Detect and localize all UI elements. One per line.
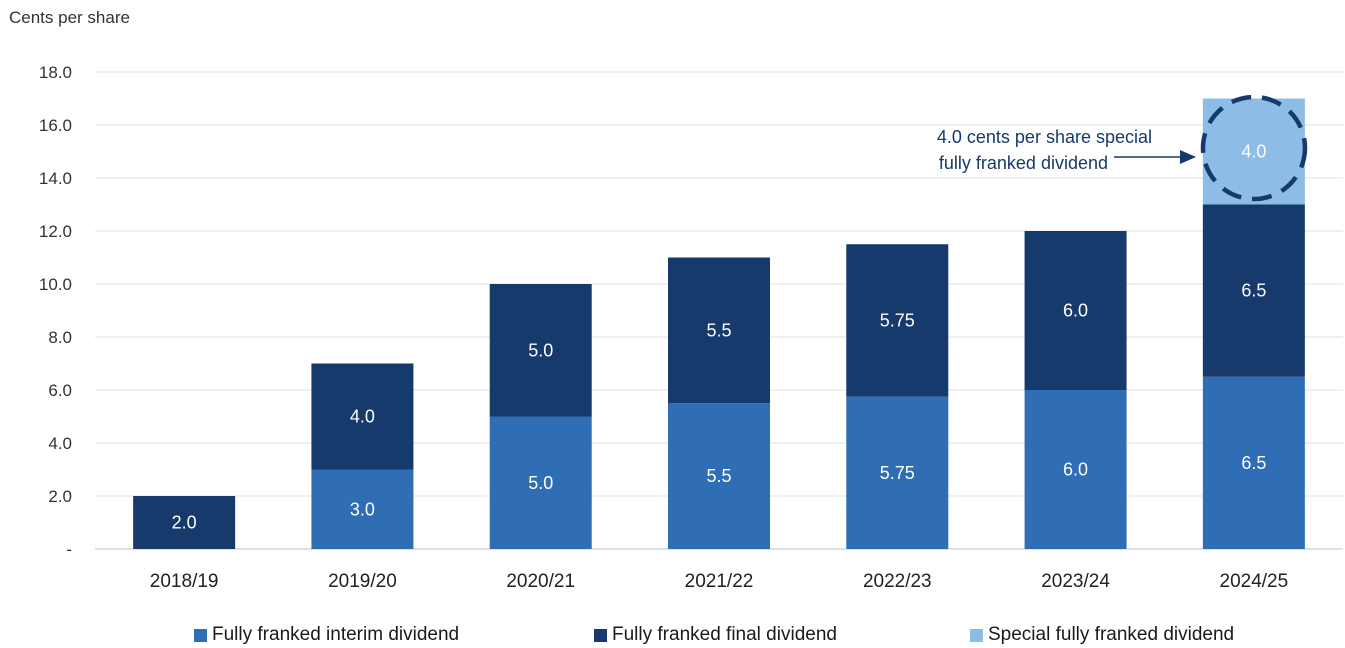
annotation-arrow-head (1180, 150, 1196, 164)
bar-segment (846, 396, 949, 549)
bar-segment (489, 416, 592, 549)
bar-segment (668, 257, 770, 404)
legend-item-special: Special fully franked dividend (970, 624, 1234, 646)
x-tick-label: 2023/24 (1041, 571, 1110, 592)
bar-value-label: 6.0 (1063, 301, 1088, 321)
bar-segment (311, 469, 414, 549)
bar-value-label: 6.5 (1241, 453, 1266, 473)
bar-value-label: 5.5 (706, 320, 731, 340)
bar-value-label: 4.0 (1241, 142, 1266, 162)
x-tick-label: 2019/20 (328, 571, 397, 592)
bar-segment (489, 284, 592, 417)
y-tick-label: 10.0 (39, 275, 72, 294)
y-axis-ticks: - 2.0 4.0 6.0 8.0 10.0 12.0 14.0 16.0 18.0 (39, 63, 72, 559)
legend-label-final: Fully franked final dividend (612, 624, 837, 645)
legend-label-interim: Fully franked interim dividend (212, 624, 460, 645)
bar-segment (668, 403, 770, 549)
y-axis-label: Cents per share (9, 8, 130, 27)
bar-segment (846, 244, 949, 397)
bar-value-label: 5.0 (528, 340, 553, 360)
bar-segment (1202, 376, 1305, 549)
bar-value-label: 5.75 (880, 310, 915, 330)
bar-value-label: 4.0 (350, 407, 375, 427)
bar-segment (1202, 204, 1305, 377)
legend: Fully franked interim dividend Fully fra… (0, 624, 1345, 648)
special-dividend-annotation: 4.0 cents per share special fully franke… (937, 94, 1308, 202)
bar-value-label: 6.5 (1241, 281, 1266, 301)
y-tick-label: 8.0 (48, 328, 72, 347)
y-tick-label: 18.0 (39, 63, 72, 82)
x-tick-label: 2022/23 (863, 571, 932, 592)
legend-swatch-interim (194, 628, 207, 642)
bar-segment (1024, 390, 1127, 549)
y-tick-label: 4.0 (48, 434, 72, 453)
annotation-line-2: fully franked dividend (939, 153, 1108, 173)
y-tick-label: 14.0 (39, 169, 72, 188)
annotation-highlight-circle (1200, 94, 1308, 202)
bar-labels: 2.0 3.0 4.0 5.0 5.0 5.5 5.5 5.75 5.75 6.0 6.0 6.5 6.… (172, 142, 1267, 533)
x-tick-label: 2024/25 (1220, 571, 1289, 592)
bar-value-label: 3.0 (350, 499, 375, 519)
legend-item-final: Fully franked final dividend (594, 624, 837, 646)
x-axis-ticks: 2018/19 2019/20 2020/21 2021/22 2022/23 2023/… (150, 571, 1288, 592)
bar-value-label: 5.5 (706, 466, 731, 486)
x-tick-label: 2018/19 (150, 571, 219, 592)
legend-item-interim: Fully franked interim dividend (194, 624, 459, 646)
legend-label-special: Special fully franked dividend (988, 624, 1235, 645)
legend-swatch-special (970, 628, 983, 642)
x-tick-label: 2021/22 (685, 571, 754, 592)
y-tick-label: 2.0 (48, 487, 72, 506)
bar-value-label: 2.0 (172, 513, 197, 533)
legend-swatch-final (594, 628, 607, 642)
bar-value-label: 5.0 (528, 473, 553, 493)
x-tick-label: 2020/21 (506, 571, 575, 592)
y-tick-label: 16.0 (39, 116, 72, 135)
bar-segment (1024, 231, 1127, 390)
y-tick-label: 6.0 (48, 381, 72, 400)
y-tick-label: 12.0 (39, 222, 72, 241)
bar-segment (133, 496, 236, 549)
y-tick-label: - (66, 540, 72, 559)
bar-value-label: 5.75 (880, 463, 915, 483)
annotation-line-1: 4.0 cents per share special (937, 127, 1152, 147)
bar-segment (311, 363, 414, 470)
bar-value-label: 6.0 (1063, 460, 1088, 480)
bars (133, 98, 1305, 549)
